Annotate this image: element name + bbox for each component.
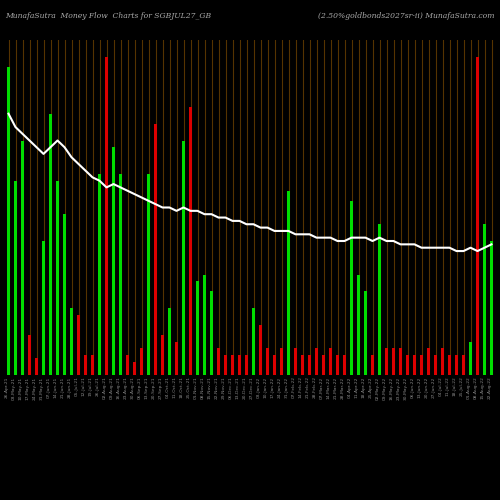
Bar	[14, 180, 18, 375]
Bar	[196, 281, 200, 375]
Bar	[482, 224, 486, 375]
Bar	[448, 355, 452, 375]
Bar	[252, 308, 256, 375]
Bar	[118, 174, 122, 375]
Bar	[300, 355, 304, 375]
Bar	[322, 355, 326, 375]
Bar	[140, 348, 143, 375]
Bar	[62, 214, 66, 375]
Bar	[392, 348, 396, 375]
Bar	[132, 362, 136, 375]
Bar	[454, 355, 458, 375]
Bar	[280, 348, 283, 375]
Bar	[224, 355, 228, 375]
Bar	[216, 348, 220, 375]
Bar	[342, 355, 346, 375]
Bar	[406, 355, 409, 375]
Bar	[272, 355, 276, 375]
Bar	[104, 56, 108, 375]
Bar	[76, 314, 80, 375]
Bar	[160, 335, 164, 375]
Bar	[468, 342, 472, 375]
Bar	[426, 348, 430, 375]
Bar	[174, 342, 178, 375]
Bar	[210, 291, 214, 375]
Bar	[202, 274, 206, 375]
Bar	[154, 124, 158, 375]
Bar	[42, 241, 46, 375]
Bar	[84, 355, 87, 375]
Bar	[34, 358, 38, 375]
Bar	[238, 355, 242, 375]
Text: MunafaSutra  Money Flow  Charts for SGBJUL27_GB: MunafaSutra Money Flow Charts for SGBJUL…	[5, 12, 211, 20]
Bar	[384, 348, 388, 375]
Bar	[434, 355, 438, 375]
Bar	[370, 355, 374, 375]
Bar	[126, 355, 130, 375]
Bar	[462, 355, 466, 375]
Bar	[286, 190, 290, 375]
Bar	[328, 348, 332, 375]
Bar	[146, 174, 150, 375]
Bar	[258, 325, 262, 375]
Bar	[90, 355, 94, 375]
Bar	[28, 335, 32, 375]
Bar	[356, 274, 360, 375]
Bar	[476, 56, 480, 375]
Bar	[398, 348, 402, 375]
Bar	[490, 241, 494, 375]
Bar	[378, 224, 382, 375]
Bar	[48, 114, 52, 375]
Bar	[364, 291, 368, 375]
Bar	[294, 348, 298, 375]
Bar	[266, 348, 270, 375]
Bar	[112, 147, 116, 375]
Bar	[412, 355, 416, 375]
Bar	[168, 308, 172, 375]
Text: (2.50%goldbonds2027sr-ii) MunafaSutra.com: (2.50%goldbonds2027sr-ii) MunafaSutra.co…	[318, 12, 495, 20]
Bar	[188, 107, 192, 375]
Bar	[350, 201, 354, 375]
Bar	[20, 140, 24, 375]
Bar	[56, 180, 60, 375]
Bar	[6, 67, 10, 375]
Bar	[244, 355, 248, 375]
Bar	[336, 355, 340, 375]
Bar	[314, 348, 318, 375]
Bar	[230, 355, 234, 375]
Bar	[420, 355, 424, 375]
Bar	[98, 174, 102, 375]
Bar	[182, 140, 186, 375]
Bar	[308, 355, 312, 375]
Bar	[70, 308, 73, 375]
Bar	[440, 348, 444, 375]
